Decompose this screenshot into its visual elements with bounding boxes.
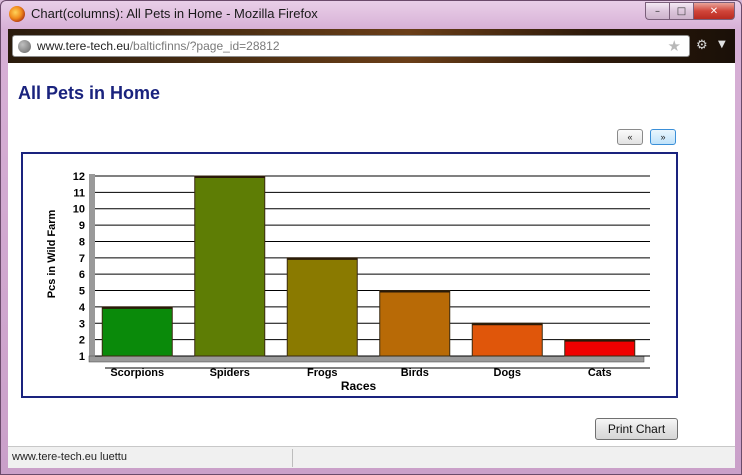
print-chart-button[interactable]: Print Chart [595,418,678,440]
chart-container: 1 2 3 4 5 6 7 8 9 10 11 12 Scorpions Spiders Frogs Bird… [21,152,678,398]
x-tick-label: Birds [401,367,429,379]
y-tick-label: 10 [73,204,85,216]
close-button[interactable]: ✕ [693,2,735,20]
chart-bar [286,257,358,357]
status-divider [292,449,293,467]
firefox-icon [9,6,25,22]
maximize-button[interactable]: □ [669,2,693,20]
url-text[interactable]: www.tere-tech.eu/balticfinns/?page_id=28… [37,39,280,53]
y-tick-label: 2 [79,335,85,347]
navigation-toolbar: www.tere-tech.eu/balticfinns/?page_id=28… [8,29,735,63]
url-host: www.tere-tech.eu [37,39,130,53]
chart-left-wall [89,174,95,362]
x-axis-title: Races [341,379,377,393]
y-tick-label: 9 [79,220,85,232]
bookmark-star-icon[interactable]: ★ [667,37,681,55]
y-tick-label: 4 [79,302,86,314]
y-axis-title: Pcs in Wild Farm [46,210,58,299]
y-tick-label: 7 [79,253,85,265]
chart-bar [101,306,173,357]
y-tick-label: 5 [79,286,85,298]
chart-bar [471,322,543,357]
title-bar: Chart(columns): All Pets in Home - Mozil… [1,1,741,29]
y-tick-label: 1 [79,351,85,363]
chevron-down-icon[interactable]: ▼ [718,39,726,50]
x-tick-label: Frogs [307,367,338,379]
y-tick-label: 12 [73,171,85,183]
y-tick-label: 11 [73,187,85,199]
x-tick-label: Dogs [494,367,522,379]
tools-icon[interactable]: ⚙ [696,38,708,53]
url-path: /balticfinns/?page_id=28812 [129,39,280,53]
x-tick-label: Cats [588,367,612,379]
x-tick-label: Scorpions [110,367,164,379]
chart-bar [379,290,451,357]
window-controls: – □ ✕ [645,2,735,22]
prev-chart-button[interactable]: « [617,129,643,145]
globe-icon [18,40,31,53]
next-chart-button[interactable]: » [650,129,676,145]
address-bar[interactable]: www.tere-tech.eu/balticfinns/?page_id=28… [12,35,690,57]
y-tick-label: 6 [79,269,85,281]
x-tick-label: Spiders [210,367,250,379]
page-title: All Pets in Home [18,83,161,103]
y-tick-label: 3 [79,318,85,330]
chart-bar [564,339,636,357]
y-tick-label: 8 [79,236,85,248]
chart-floor [88,355,645,363]
status-text: www.tere-tech.eu luettu [12,451,127,463]
window-title: Chart(columns): All Pets in Home - Mozil… [31,6,318,21]
status-bar: www.tere-tech.eu luettu [8,446,735,468]
chart-bar [194,175,266,357]
page-content: All Pets in Home « » 1 2 3 4 5 6 7 8 9 10 11 12 Scor… [8,63,735,446]
minimize-button[interactable]: – [645,2,669,20]
